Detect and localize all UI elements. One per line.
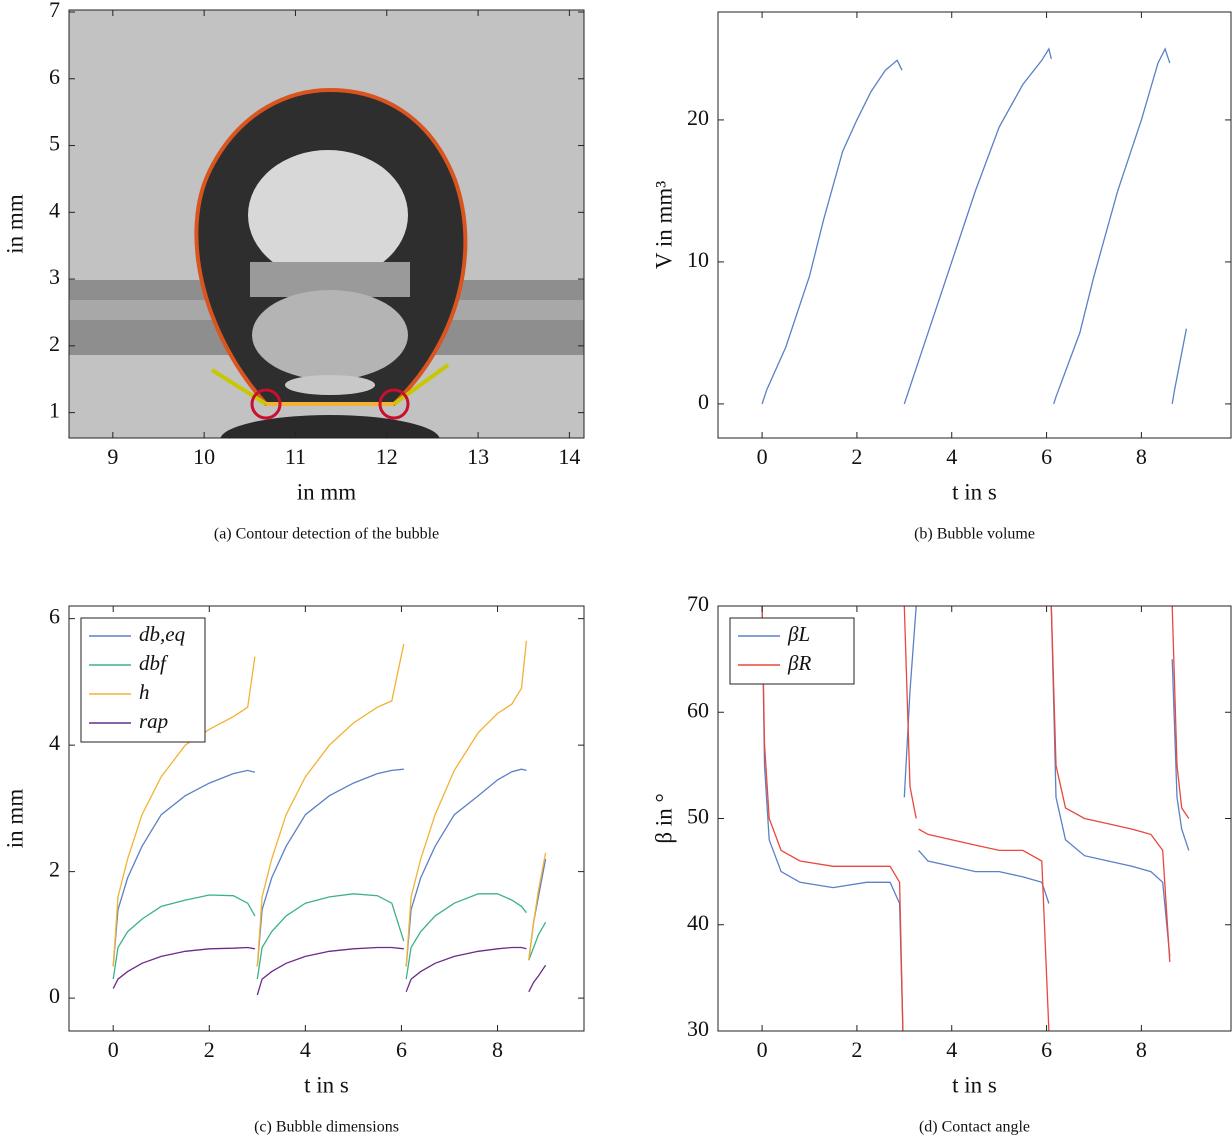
legend-label: dbf — [139, 651, 169, 675]
y-tick-label: 30 — [687, 1016, 709, 1041]
legend-label: db,eq — [139, 622, 186, 646]
x-tick-label: 12 — [376, 444, 398, 469]
x-tick-label: 6 — [1041, 1037, 1052, 1062]
y-tick-label: 5 — [49, 131, 60, 156]
x-tick-label: 8 — [492, 1037, 503, 1062]
x-tick-label: 6 — [396, 1037, 407, 1062]
y-tick-label: 0 — [698, 389, 709, 414]
y-tick-label: 50 — [687, 804, 709, 829]
caption: (d) Contact angle — [919, 1119, 1030, 1136]
x-tick-label: 10 — [193, 444, 215, 469]
axis-box — [68, 605, 585, 1032]
caption: (a) Contour detection of the bubble — [214, 526, 439, 543]
y-axis-label: in mm — [2, 789, 27, 849]
y-tick-label: 2 — [49, 331, 60, 356]
x-tick-label: 0 — [757, 1037, 768, 1062]
y-tick-label: 10 — [687, 247, 709, 272]
x-tick-label: 8 — [1136, 1037, 1147, 1062]
series-line — [112, 946, 547, 996]
y-tick-label: 7 — [49, 0, 60, 22]
caption: (b) Bubble volume — [914, 526, 1035, 543]
legend-label: rap — [139, 709, 168, 733]
axis-box — [717, 11, 1232, 439]
y-tick-label: 2 — [49, 857, 60, 882]
x-axis-label: t in s — [304, 1072, 349, 1097]
x-axis-label: t in s — [952, 1072, 997, 1097]
series-line — [761, 47, 1188, 405]
y-tick-label: 0 — [49, 983, 60, 1008]
legend-box — [729, 617, 855, 685]
y-tick-label: 40 — [687, 910, 709, 935]
y-axis-label: β in ° — [651, 793, 676, 843]
series-line — [112, 768, 547, 967]
panel: 0 2 4 6 8 30 40 50 60 70 t in s β in ° (d) Contact a… — [651, 591, 1232, 1136]
x-axis-label: in mm — [297, 479, 357, 504]
axis-box — [68, 9, 585, 439]
y-tick-label: 60 — [687, 697, 709, 722]
y-axis-label: V in mm³ — [651, 181, 676, 269]
x-tick-label: 13 — [467, 444, 489, 469]
y-tick-label: 6 — [49, 64, 60, 89]
bubble-photo — [69, 10, 584, 438]
series-line — [761, 606, 1190, 1031]
x-tick-label: 2 — [851, 444, 862, 469]
x-tick-label: 2 — [851, 1037, 862, 1062]
legend-label: βL — [787, 622, 810, 646]
legend-box — [80, 617, 206, 743]
panel: 0 2 4 6 8 0 2 4 6 t in s in mm (c) Bubble dimension… — [2, 604, 585, 1136]
series-line — [761, 606, 1190, 1031]
x-tick-label: 2 — [204, 1037, 215, 1062]
y-tick-label: 3 — [49, 264, 60, 289]
x-tick-label: 0 — [757, 444, 768, 469]
y-tick-label: 4 — [49, 197, 60, 222]
y-tick-label: 4 — [49, 730, 60, 755]
x-tick-label: 11 — [285, 444, 306, 469]
x-tick-label: 14 — [558, 444, 580, 469]
legend-label: h — [139, 680, 150, 704]
x-tick-label: 4 — [300, 1037, 311, 1062]
y-tick-label: 1 — [49, 398, 60, 423]
x-tick-label: 4 — [946, 1037, 957, 1062]
x-tick-label: 4 — [946, 444, 957, 469]
legend-label: βR — [787, 651, 811, 675]
y-tick-label: 20 — [687, 105, 709, 130]
x-tick-label: 8 — [1136, 444, 1147, 469]
x-tick-label: 9 — [107, 444, 118, 469]
x-tick-label: 0 — [108, 1037, 119, 1062]
y-tick-label: 70 — [687, 591, 709, 616]
series-line — [112, 640, 547, 967]
caption: (c) Bubble dimensions — [254, 1119, 399, 1136]
panel: 0 2 4 6 8 0 10 20 t in s V in mm³ (b) Bubble volum… — [651, 11, 1232, 543]
series-line — [112, 893, 547, 980]
x-axis-label: t in s — [952, 479, 997, 504]
x-tick-label: 6 — [1041, 444, 1052, 469]
y-axis-label: in mm — [2, 194, 27, 254]
y-tick-label: 6 — [49, 604, 60, 629]
